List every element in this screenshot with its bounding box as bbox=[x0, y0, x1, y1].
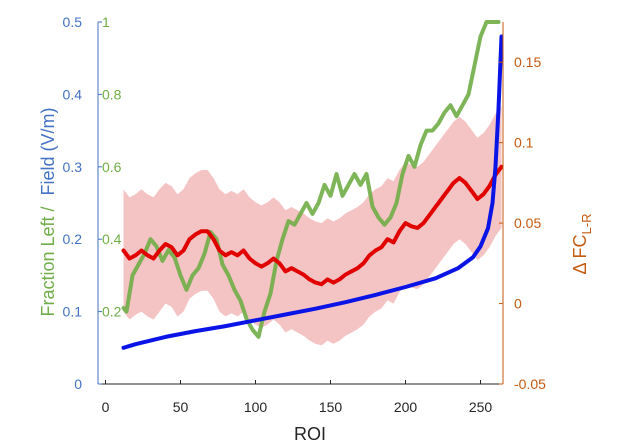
series-line-delta-fc bbox=[121, 164, 504, 287]
left-outer-tick-label: 0.4 bbox=[63, 86, 83, 102]
fraction-left-title: Fraction Left / bbox=[38, 206, 58, 316]
right-axis-title: Δ FCL-R bbox=[570, 214, 594, 275]
x-tick-label: 200 bbox=[394, 399, 418, 415]
right-tick-label: 0.05 bbox=[514, 215, 541, 231]
left-inner-tick-label: 0.8 bbox=[102, 86, 122, 102]
left-inner-tick-label: 0.2 bbox=[102, 304, 122, 320]
left-inner-tick-label: 0.4 bbox=[102, 231, 122, 247]
x-tick-label: 250 bbox=[469, 399, 493, 415]
right-tick-label: 0.15 bbox=[514, 54, 541, 70]
left-outer-tick-label: 0.2 bbox=[63, 231, 83, 247]
x-tick-label: 100 bbox=[244, 399, 268, 415]
right-tick-label: 0 bbox=[514, 296, 522, 312]
left-outer-tick-label: 0.5 bbox=[63, 14, 83, 30]
series-layer bbox=[121, 20, 504, 350]
delta-fc-title: Δ FC bbox=[570, 234, 590, 274]
x-axis-title: ROI bbox=[294, 424, 326, 444]
series-line-field bbox=[121, 34, 504, 350]
right-tick-label: 0.1 bbox=[514, 135, 534, 151]
left-inner-tick-label: 1 bbox=[102, 14, 110, 30]
axes: 0 50 100 150 200 250 0 0.1 0.2 0.3 0.4 0.5 0.2 0.4 0.6… bbox=[63, 14, 547, 415]
left-axis-title: Fraction Left / Field (V/m) bbox=[38, 107, 58, 316]
left-inner-tick-label: 0.6 bbox=[102, 159, 122, 175]
x-tick-label: 0 bbox=[102, 399, 110, 415]
series-line-fraction-left bbox=[121, 20, 501, 339]
x-tick-label: 150 bbox=[319, 399, 343, 415]
left-outer-tick-label: 0 bbox=[74, 376, 82, 392]
left-outer-tick-label: 0.3 bbox=[63, 159, 83, 175]
field-title: Field (V/m) bbox=[38, 107, 58, 195]
left-outer-tick-label: 0.1 bbox=[63, 304, 83, 320]
right-tick-label: -0.05 bbox=[514, 376, 546, 392]
x-tick-label: 50 bbox=[173, 399, 189, 415]
delta-fc-subscript: L-R bbox=[579, 214, 594, 235]
